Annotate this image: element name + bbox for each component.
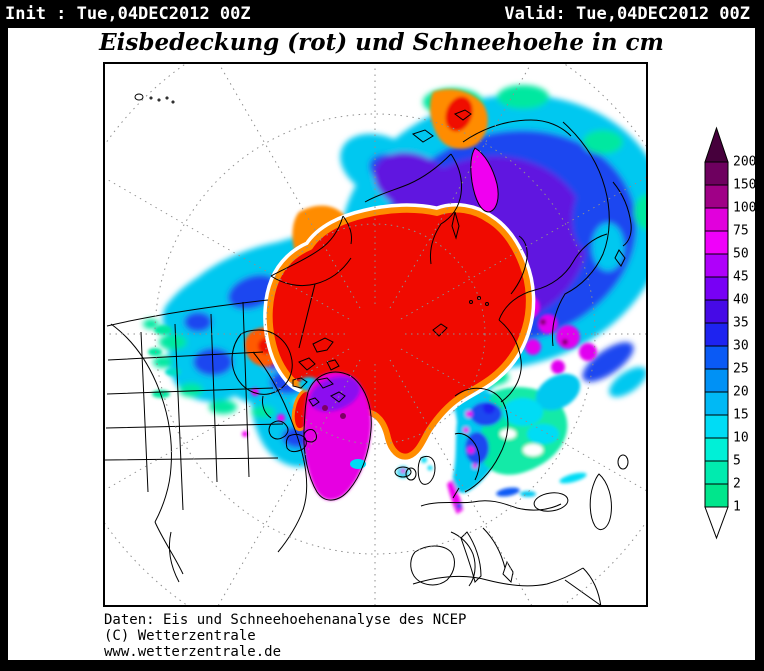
- legend-tick-label: 35: [733, 316, 749, 331]
- attribution-footer: Daten: Eis und Schneehoehenanalyse des N…: [104, 612, 466, 660]
- legend-segment: [705, 231, 728, 254]
- legend-segment: [705, 277, 728, 300]
- website-line: www.wetterzentrale.de: [104, 644, 281, 660]
- legend-segment: [705, 162, 728, 185]
- legend-segment: [705, 208, 728, 231]
- legend-tick-label: 25: [733, 362, 749, 377]
- legend-segment: [705, 392, 728, 415]
- weather-map: [103, 62, 648, 607]
- legend-segment: [705, 300, 728, 323]
- legend-segment: [705, 323, 728, 346]
- legend-segment: [705, 254, 728, 277]
- weather-chart-screen: Init : Tue,04DEC2012 00Z Valid: Tue,04DE…: [0, 0, 764, 671]
- polar-map: [103, 62, 648, 607]
- legend-tick-label: 1: [733, 500, 741, 515]
- legend-segment: [705, 415, 728, 438]
- legend-tick-label: 200: [733, 155, 755, 170]
- init-timestamp: Init : Tue,04DEC2012 00Z: [5, 4, 251, 24]
- legend-segment: [705, 346, 728, 369]
- legend-tick-label: 5: [733, 454, 741, 469]
- data-source-line: Daten: Eis und Schneehoehenanalyse des N…: [104, 612, 466, 628]
- valid-timestamp: Valid: Tue,04DEC2012 00Z: [504, 4, 750, 24]
- chart-content-area: Eisbedeckung (rot) und Schneehoehe in cm: [8, 28, 755, 660]
- legend-tick-label: 15: [733, 408, 749, 423]
- copyright-line: (C) Wetterzentrale: [104, 628, 256, 644]
- legend-segment: [705, 484, 728, 507]
- page-title: Eisbedeckung (rot) und Schneehoehe in cm: [8, 29, 755, 56]
- legend-colorbar: 12510152025303540455075100150200: [697, 122, 755, 552]
- legend-tick-label: 40: [733, 293, 749, 308]
- legend-tick-label: 150: [733, 178, 755, 193]
- legend-tick-label: 10: [733, 431, 749, 446]
- legend-tick-label: 45: [733, 270, 749, 285]
- legend-tick-label: 75: [733, 224, 749, 239]
- legend-overflow-arrow: [705, 128, 728, 162]
- legend-tick-label: 2: [733, 477, 741, 492]
- legend-segment: [705, 438, 728, 461]
- legend-tick-label: 100: [733, 201, 755, 216]
- snow-depth-legend: 12510152025303540455075100150200: [697, 122, 755, 552]
- legend-segment: [705, 461, 728, 484]
- legend-tick-label: 50: [733, 247, 749, 262]
- legend-segment: [705, 369, 728, 392]
- legend-tick-label: 30: [733, 339, 749, 354]
- legend-tick-label: 20: [733, 385, 749, 400]
- legend-underflow-arrow: [705, 507, 728, 538]
- header-bar: Init : Tue,04DEC2012 00Z Valid: Tue,04DE…: [0, 0, 764, 28]
- legend-segment: [705, 185, 728, 208]
